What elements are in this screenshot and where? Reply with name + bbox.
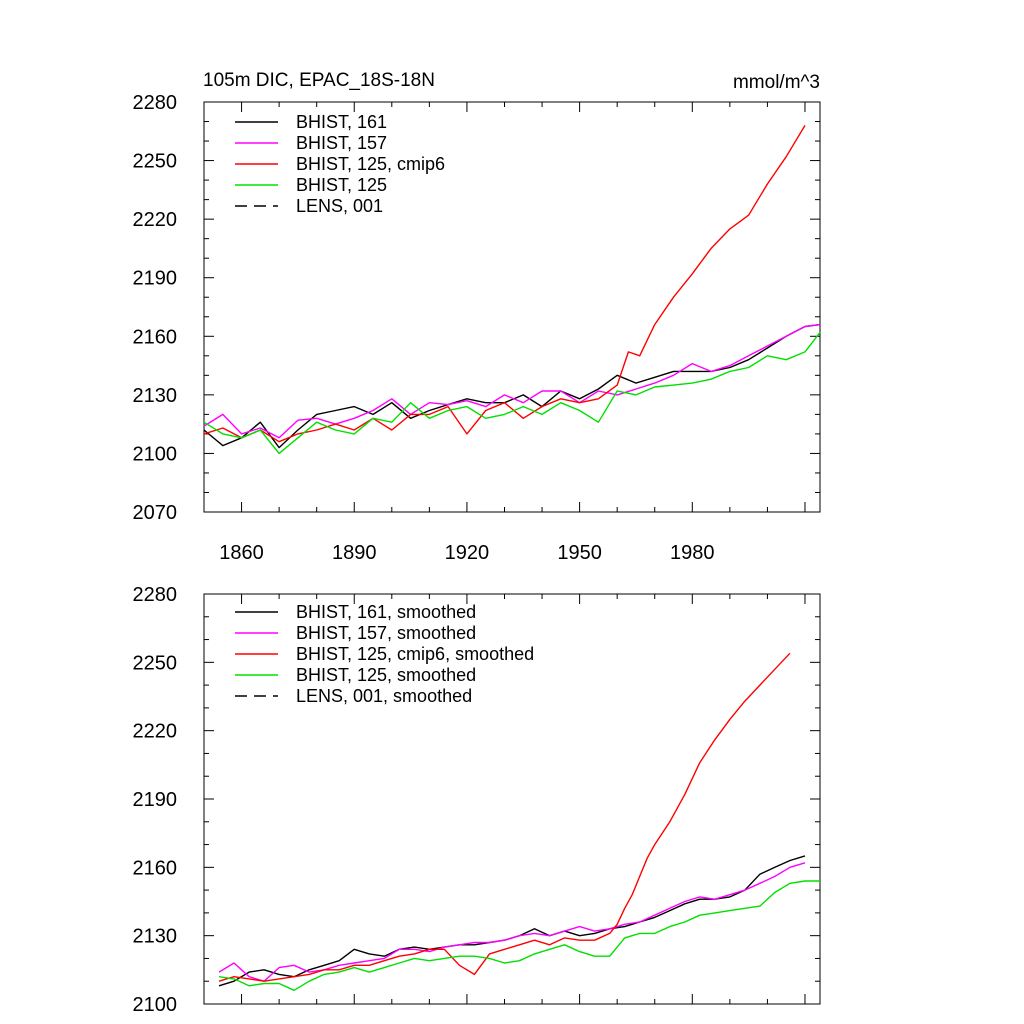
- top-axis-ticks: 2070 2100 2130 2160 2190 2220 2250 2280 1860 1890…: [133, 92, 820, 564]
- top-plot-frame: [203, 101, 821, 513]
- y-tick-label: 2100: [133, 994, 178, 1016]
- plot-title: 105m DIC, EPAC_18S-18N: [203, 70, 435, 91]
- y-tick-label: 2220: [133, 721, 178, 743]
- units-label: mmol/m^3: [733, 72, 820, 93]
- legend-label: BHIST, 125, smoothed: [296, 665, 476, 685]
- legend-label: BHIST, 157: [296, 133, 387, 153]
- bottom-panel: 2100 2130 2160 2190 2220 2250 2280 BHIST, 161,…: [133, 584, 821, 1016]
- y-tick-label: 2160: [133, 326, 178, 348]
- x-tick-label: 1890: [332, 542, 377, 564]
- legend-label: BHIST, 125, cmip6: [296, 154, 445, 174]
- y-tick-label: 2130: [133, 926, 178, 948]
- series-line: [218, 862, 806, 982]
- y-tick-label: 2280: [133, 92, 178, 114]
- legend-label: BHIST, 125, cmip6, smoothed: [296, 644, 534, 664]
- x-tick-label: 1920: [445, 542, 490, 564]
- series-line: [203, 323, 821, 439]
- bottom-series-group: [218, 652, 820, 991]
- legend-label: BHIST, 161: [296, 112, 387, 132]
- legend-label: BHIST, 157, smoothed: [296, 623, 476, 643]
- x-tick-label: 1980: [670, 542, 715, 564]
- legend-label: LENS, 001: [296, 196, 383, 216]
- top-series-group: [203, 125, 821, 455]
- y-tick-label: 2190: [133, 789, 178, 811]
- series-line: [203, 323, 821, 449]
- series-line: [218, 880, 820, 991]
- y-tick-label: 2250: [133, 151, 178, 173]
- legend-label: BHIST, 125: [296, 175, 387, 195]
- y-tick-label: 2100: [133, 443, 178, 465]
- y-tick-label: 2220: [133, 209, 178, 231]
- top-panel: 2070 2100 2130 2160 2190 2220 2250 2280 1860 1890…: [133, 92, 821, 564]
- x-tick-label: 1860: [219, 542, 264, 564]
- y-tick-label: 2280: [133, 584, 178, 606]
- y-tick-label: 2160: [133, 857, 178, 879]
- legend-label: BHIST, 161, smoothed: [296, 602, 476, 622]
- bottom-axis-ticks: 2100 2130 2160 2190 2220 2250 2280: [133, 584, 820, 1016]
- y-tick-label: 2070: [133, 502, 178, 524]
- x-tick-label: 1950: [557, 542, 602, 564]
- series-line: [218, 855, 806, 987]
- y-tick-label: 2130: [133, 385, 178, 407]
- series-line: [218, 652, 791, 982]
- y-tick-label: 2190: [133, 268, 178, 290]
- y-tick-label: 2250: [133, 652, 178, 674]
- series-line: [203, 331, 821, 455]
- legend-label: LENS, 001, smoothed: [296, 686, 472, 706]
